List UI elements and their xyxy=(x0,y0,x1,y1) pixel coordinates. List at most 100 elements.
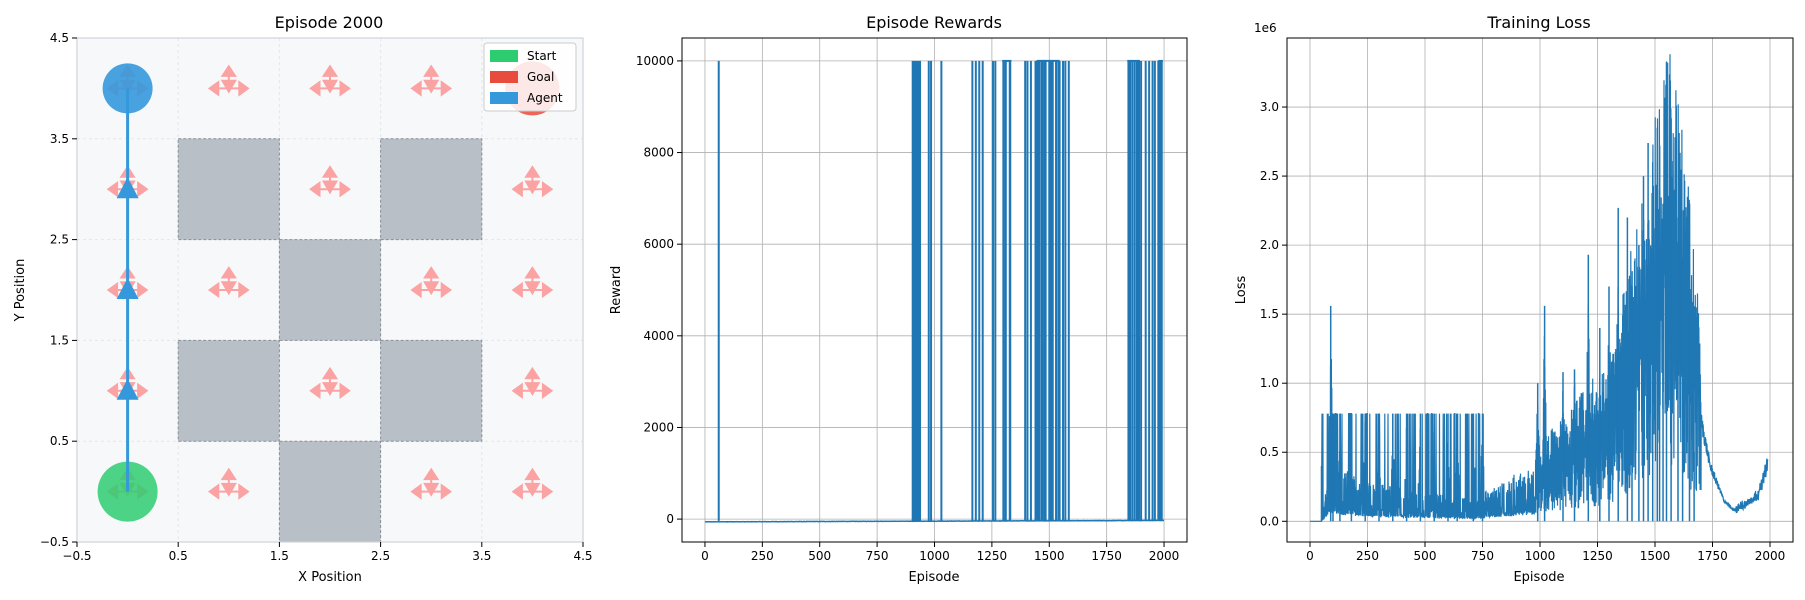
loss-series xyxy=(1310,54,1769,522)
policy-arrow-icon xyxy=(321,79,339,94)
y-tick-label: 0.5 xyxy=(50,434,69,448)
policy-arrow-group xyxy=(309,165,351,198)
x-tick-label: 750 xyxy=(866,549,889,563)
y-tick-label: 3.5 xyxy=(50,132,69,146)
y-tick-label: 3.0 xyxy=(1260,100,1279,114)
policy-arrow-group xyxy=(309,64,351,97)
policy-arrow-group xyxy=(410,467,453,500)
y-tick-label: 10000 xyxy=(636,54,674,68)
x-tick-label: 1500 xyxy=(1640,549,1671,563)
policy-arrow-icon xyxy=(207,281,220,299)
policy-arrow-icon xyxy=(207,80,220,97)
y-tick-label: 4.5 xyxy=(50,31,69,45)
policy-arrow-icon xyxy=(440,80,453,97)
x-tick-label: −0.5 xyxy=(62,549,91,563)
y-tick-label: 2.5 xyxy=(50,233,69,247)
legend-label-start: Start xyxy=(527,49,557,63)
policy-arrow-icon xyxy=(524,281,541,296)
gridworld-frame xyxy=(76,37,584,543)
gridworld-ticks: −0.5 0.5 1.5 2.5 3.5 4.5 −0.5 0.5 1.5 2.5 3.5 4.5 xyxy=(40,31,593,563)
obstacle-cell xyxy=(380,339,483,442)
x-tick-label: 500 xyxy=(808,549,831,563)
x-tick-label: 1000 xyxy=(1525,549,1556,563)
policy-arrow-icon xyxy=(410,80,422,97)
policy-arrow-icon xyxy=(423,64,440,77)
policy-arrow-icon xyxy=(541,281,554,299)
policy-arrow-icon xyxy=(511,382,523,399)
y-tick-label: 2.5 xyxy=(1260,169,1279,183)
y-tick-label: 0.0 xyxy=(1260,514,1279,528)
policy-arrow-icon xyxy=(524,482,541,497)
policy-arrow-icon xyxy=(220,482,237,497)
policy-arrow-icon xyxy=(541,483,554,500)
policy-arrow-icon xyxy=(339,80,351,97)
policy-arrow-icon xyxy=(106,181,119,198)
y-tick-label: 2.0 xyxy=(1260,238,1279,252)
policy-arrow-icon xyxy=(309,382,321,399)
policy-arrow-group xyxy=(511,266,554,299)
policy-arrow-icon xyxy=(137,181,149,198)
x-tick-label: 1000 xyxy=(919,549,950,563)
policy-arrow-icon xyxy=(220,64,237,77)
policy-arrow-icon xyxy=(238,483,250,500)
x-tick-label: 2000 xyxy=(1149,549,1180,563)
x-tick-label: 250 xyxy=(751,549,774,563)
x-tick-label: 1750 xyxy=(1091,549,1122,563)
agent-path-step-icon xyxy=(116,177,139,199)
policy-arrow-icon xyxy=(423,482,440,497)
gridworld-ylabel: Y Position xyxy=(13,259,28,323)
x-tick-label: 1250 xyxy=(1582,549,1613,563)
x-tick-label: 0 xyxy=(701,549,709,563)
policy-arrow-icon xyxy=(524,266,541,279)
policy-arrow-icon xyxy=(524,382,541,396)
loss-panel: Training Loss 0 250 500 750 1000 1250 1500 1750… xyxy=(1234,13,1794,585)
policy-arrow-icon xyxy=(106,281,119,299)
policy-arrow-group xyxy=(511,366,554,399)
policy-arrow-icon xyxy=(309,80,321,97)
policy-arrow-group xyxy=(511,165,554,198)
x-tick-label: 2.5 xyxy=(371,549,390,563)
policy-arrow-icon xyxy=(410,483,422,500)
loss-line xyxy=(1310,54,1769,522)
policy-arrow-icon xyxy=(106,382,119,399)
y-tick-label: 6000 xyxy=(643,237,674,251)
rewards-panel: Episode Rewards 0 250 500 750 1000 1250 1500 17… xyxy=(609,13,1188,585)
policy-arrow-icon xyxy=(423,467,440,481)
obstacle-cell xyxy=(177,339,280,442)
y-tick-label: 2000 xyxy=(643,420,674,434)
policy-arrow-group xyxy=(207,266,250,299)
obstacle-cell xyxy=(177,138,280,241)
rewards-ylabel: Reward xyxy=(609,266,624,314)
rewards-xlabel: Episode xyxy=(908,570,959,585)
legend-label-agent: Agent xyxy=(527,91,563,105)
x-tick-label: 0.5 xyxy=(169,549,188,563)
y-tick-label: 1.5 xyxy=(1260,307,1279,321)
legend-swatch-start xyxy=(490,50,518,62)
policy-arrow-icon xyxy=(511,181,523,198)
gridworld-panel: Episode 2000 −0.5 0.5 1.5 2.5 3.5 4.5 −0.5 0.5 1… xyxy=(13,13,593,585)
policy-arrow-icon xyxy=(238,281,250,299)
policy-arrow-icon xyxy=(220,79,237,94)
loss-ylabel: Loss xyxy=(1234,276,1249,305)
obstacle-cell xyxy=(278,440,382,543)
loss-title: Training Loss xyxy=(1486,13,1590,32)
policy-arrow-icon xyxy=(238,80,250,97)
policy-arrow-icon xyxy=(137,382,149,399)
x-tick-label: 2000 xyxy=(1755,549,1786,563)
policy-arrow-icon xyxy=(220,266,237,279)
policy-arrow-icon xyxy=(207,483,220,500)
policy-arrow-icon xyxy=(524,366,541,380)
y-tick-label: 0.5 xyxy=(1260,445,1279,459)
y-tick-label: 0 xyxy=(666,512,674,526)
x-tick-label: 0 xyxy=(1306,549,1314,563)
x-tick-label: 3.5 xyxy=(472,549,491,563)
policy-arrow-icon xyxy=(440,483,453,500)
rewards-series xyxy=(704,59,1164,523)
policy-arrow-icon xyxy=(321,180,339,195)
policy-arrow-icon xyxy=(309,181,321,198)
y-tick-label: 8000 xyxy=(643,146,674,160)
loss-ticks: 0 250 500 750 1000 1250 1500 1750 2000 0.0 0.5 1.0 1… xyxy=(1260,100,1785,563)
agent-path-step-icon xyxy=(116,378,139,400)
legend: Start Goal Agent xyxy=(483,42,577,112)
